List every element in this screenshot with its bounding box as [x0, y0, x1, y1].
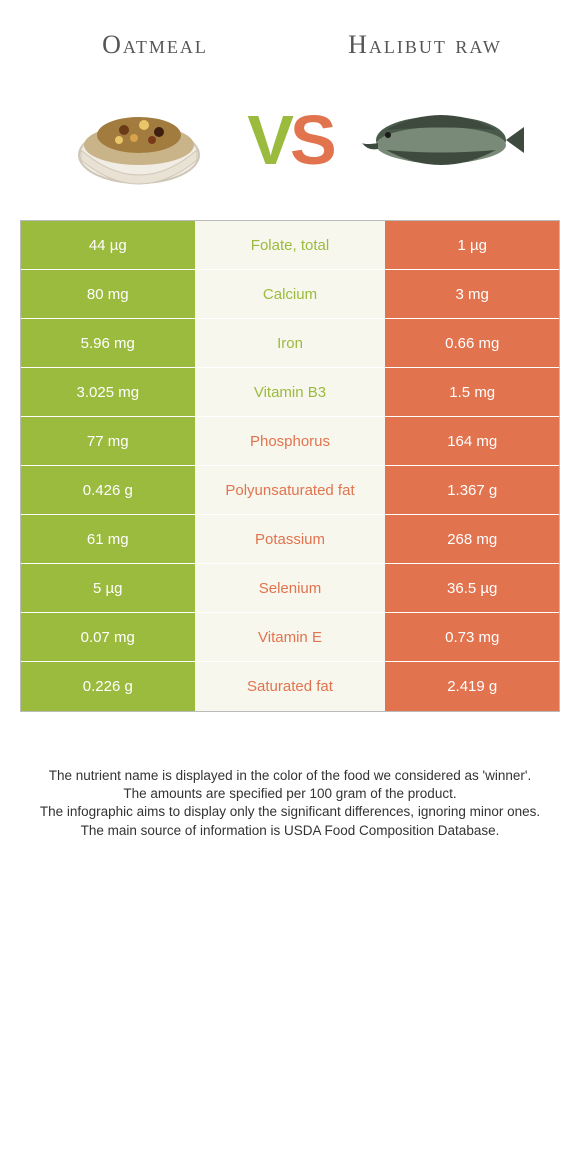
right-food-image	[333, 95, 550, 185]
nutrient-name-cell: Iron	[195, 319, 386, 367]
table-row: 0.07 mgVitamin E0.73 mg	[21, 613, 559, 662]
oatmeal-bowl-icon	[64, 90, 214, 190]
table-row: 5.96 mgIron0.66 mg	[21, 319, 559, 368]
left-value-cell: 3.025 mg	[21, 368, 195, 416]
right-value-cell: 1 µg	[385, 221, 559, 269]
right-value-cell: 268 mg	[385, 515, 559, 563]
vs-v: V	[247, 101, 290, 179]
left-value-cell: 5 µg	[21, 564, 195, 612]
table-row: 5 µgSelenium36.5 µg	[21, 564, 559, 613]
right-value-cell: 1.367 g	[385, 466, 559, 514]
right-value-cell: 164 mg	[385, 417, 559, 465]
header-left: Oatmeal	[20, 30, 290, 60]
nutrient-name-cell: Saturated fat	[195, 662, 386, 711]
table-row: 77 mgPhosphorus164 mg	[21, 417, 559, 466]
right-value-cell: 2.419 g	[385, 662, 559, 711]
nutrient-name-cell: Phosphorus	[195, 417, 386, 465]
table-row: 44 µgFolate, total1 µg	[21, 221, 559, 270]
right-value-cell: 0.66 mg	[385, 319, 559, 367]
nutrient-name-cell: Vitamin B3	[195, 368, 386, 416]
header-right: Halibut raw	[290, 30, 560, 60]
vs-s: S	[290, 101, 333, 179]
table-row: 80 mgCalcium3 mg	[21, 270, 559, 319]
right-value-cell: 0.73 mg	[385, 613, 559, 661]
halibut-fish-icon	[356, 95, 526, 185]
nutrient-name-cell: Potassium	[195, 515, 386, 563]
right-value-cell: 1.5 mg	[385, 368, 559, 416]
vs-label: VS	[247, 100, 332, 180]
left-value-cell: 77 mg	[21, 417, 195, 465]
right-value-cell: 36.5 µg	[385, 564, 559, 612]
nutrient-name-cell: Polyunsaturated fat	[195, 466, 386, 514]
table-row: 0.426 gPolyunsaturated fat1.367 g	[21, 466, 559, 515]
table-row: 61 mgPotassium268 mg	[21, 515, 559, 564]
right-value-cell: 3 mg	[385, 270, 559, 318]
footnote-line: The nutrient name is displayed in the co…	[30, 767, 550, 785]
left-value-cell: 0.07 mg	[21, 613, 195, 661]
image-row: VS	[0, 70, 580, 220]
table-row: 0.226 gSaturated fat2.419 g	[21, 662, 559, 711]
nutrient-name-cell: Folate, total	[195, 221, 386, 269]
left-value-cell: 44 µg	[21, 221, 195, 269]
footnote-line: The amounts are specified per 100 gram o…	[30, 785, 550, 803]
nutrient-name-cell: Calcium	[195, 270, 386, 318]
header-row: Oatmeal Halibut raw	[0, 0, 580, 70]
left-value-cell: 0.426 g	[21, 466, 195, 514]
left-value-cell: 61 mg	[21, 515, 195, 563]
nutrient-table: 44 µgFolate, total1 µg80 mgCalcium3 mg5.…	[20, 220, 560, 712]
nutrient-name-cell: Selenium	[195, 564, 386, 612]
left-value-cell: 80 mg	[21, 270, 195, 318]
left-value-cell: 5.96 mg	[21, 319, 195, 367]
left-food-image	[30, 90, 247, 190]
footnotes: The nutrient name is displayed in the co…	[30, 767, 550, 840]
left-value-cell: 0.226 g	[21, 662, 195, 711]
table-row: 3.025 mgVitamin B31.5 mg	[21, 368, 559, 417]
footnote-line: The main source of information is USDA F…	[30, 822, 550, 840]
footnote-line: The infographic aims to display only the…	[30, 803, 550, 821]
nutrient-name-cell: Vitamin E	[195, 613, 386, 661]
